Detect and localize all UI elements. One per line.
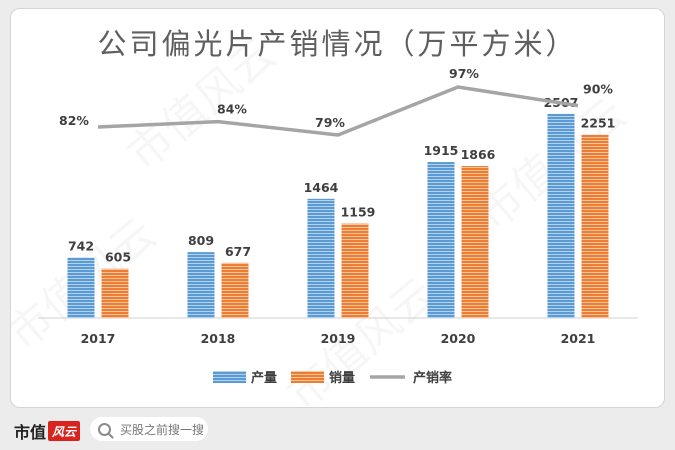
data-label-rate: 79% (315, 115, 345, 130)
bar-sales (101, 268, 129, 318)
line-rate (97, 85, 579, 137)
bar-production (307, 198, 335, 318)
bar-production (67, 257, 95, 318)
footer: 市值 风云 买股之前搜一搜 (0, 410, 675, 450)
data-label-production: 1464 (304, 180, 339, 195)
legend-label-rate: 产销率 (413, 370, 452, 386)
data-label-sales: 677 (225, 244, 251, 259)
legend-swatch-sales (291, 371, 324, 383)
search-placeholder: 买股之前搜一搜 (120, 422, 205, 437)
legend-label-sales: 销量 (329, 370, 355, 386)
legend-swatch-production (213, 371, 246, 383)
search-icon (98, 422, 111, 436)
search-box[interactable]: 买股之前搜一搜 (90, 417, 208, 441)
legend-label-production: 产量 (251, 370, 277, 386)
brand: 市值 风云 (14, 419, 81, 443)
bar-sales (581, 134, 609, 318)
bar-sales (461, 166, 489, 318)
bar-production (427, 162, 455, 318)
bar-sales (221, 262, 249, 318)
data-label-sales: 1866 (461, 147, 496, 162)
data-label-sales: 605 (105, 250, 131, 265)
data-label-rate: 82% (59, 113, 89, 128)
x-tick-label: 2018 (201, 331, 236, 346)
data-label-rate: 97% (449, 66, 479, 81)
bar-production (187, 252, 215, 318)
data-label-production: 742 (68, 239, 94, 254)
data-label-sales: 1159 (341, 205, 376, 220)
x-tick-label: 2017 (81, 331, 116, 346)
data-label-production: 1915 (424, 143, 459, 158)
x-tick-label: 2021 (561, 331, 596, 346)
bar-sales (341, 223, 369, 318)
bar-production (547, 113, 575, 318)
data-label-production: 809 (188, 233, 214, 248)
data-label-rate: 84% (217, 102, 247, 117)
x-tick-label: 2020 (441, 331, 476, 346)
brand-text: 市值 (14, 423, 47, 442)
x-tick-label: 2019 (321, 331, 356, 346)
data-label-rate: 90% (583, 82, 613, 97)
data-label-sales: 2251 (581, 116, 616, 131)
chart-title: 公司偏光片产销情况（万平方米） (97, 27, 578, 61)
brand-logo: 风云 (48, 421, 81, 441)
